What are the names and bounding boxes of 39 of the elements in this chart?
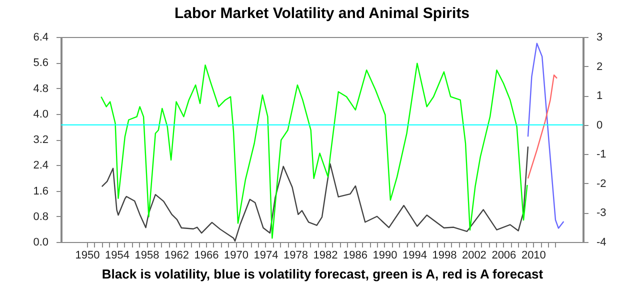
y-tick-label: 0.8 <box>33 210 48 223</box>
y2-tick-label: -1 <box>596 148 606 161</box>
chart-title: Labor Market Volatility and Animal Spirits <box>174 5 470 22</box>
x-tick-label: 1970 <box>224 250 248 262</box>
y-tick-label: 4.0 <box>33 108 48 120</box>
x-tick-label: 1998 <box>432 250 457 262</box>
x-tick-label: 1958 <box>134 250 160 262</box>
line-series <box>100 62 528 239</box>
x-tick-label: 1978 <box>283 250 308 262</box>
x-axis-title: Black is volatility, blue is volatility forecast, green is A, red is A forecast <box>102 266 544 282</box>
y-tick-label: 6.4 <box>33 32 48 44</box>
x-tick-label: 1950 <box>75 250 100 262</box>
x-tick-label: 1962 <box>164 250 189 262</box>
x-tick-label: 1990 <box>372 250 398 262</box>
line-series <box>527 42 564 229</box>
x-tick-label: 1974 <box>254 250 278 262</box>
y-tick-label: 2.4 <box>33 160 48 172</box>
x-tick-label: 1966 <box>194 250 219 262</box>
line-series <box>527 74 558 180</box>
y2-tick-label: 3 <box>596 32 603 44</box>
y2-tick-label: 1 <box>596 90 603 102</box>
y-tick-label: 3.2 <box>33 134 48 146</box>
x-tick-label: 1982 <box>313 250 338 262</box>
y2-tick-label: -2 <box>596 178 606 190</box>
x-tick-label: 1954 <box>105 250 130 262</box>
x-tick-label: 2002 <box>462 250 486 262</box>
x-tick-label: 1986 <box>342 250 368 262</box>
y2-tick-label: 0 <box>596 119 603 132</box>
x-tick-label: 1994 <box>402 250 427 262</box>
y-tick-label: 0.0 <box>33 236 48 248</box>
y2-tick-label: -3 <box>596 207 606 220</box>
line-series <box>101 146 529 242</box>
y-tick-label: 4.8 <box>33 82 48 95</box>
x-tick-label: 2010 <box>521 250 546 262</box>
x-tick-label: 2006 <box>492 250 516 262</box>
y2-tick-label: -4 <box>596 236 606 248</box>
y2-tick-label: 2 <box>596 60 603 73</box>
y-tick-label: 5.6 <box>33 57 48 70</box>
y-tick-label: 1.6 <box>33 185 48 198</box>
